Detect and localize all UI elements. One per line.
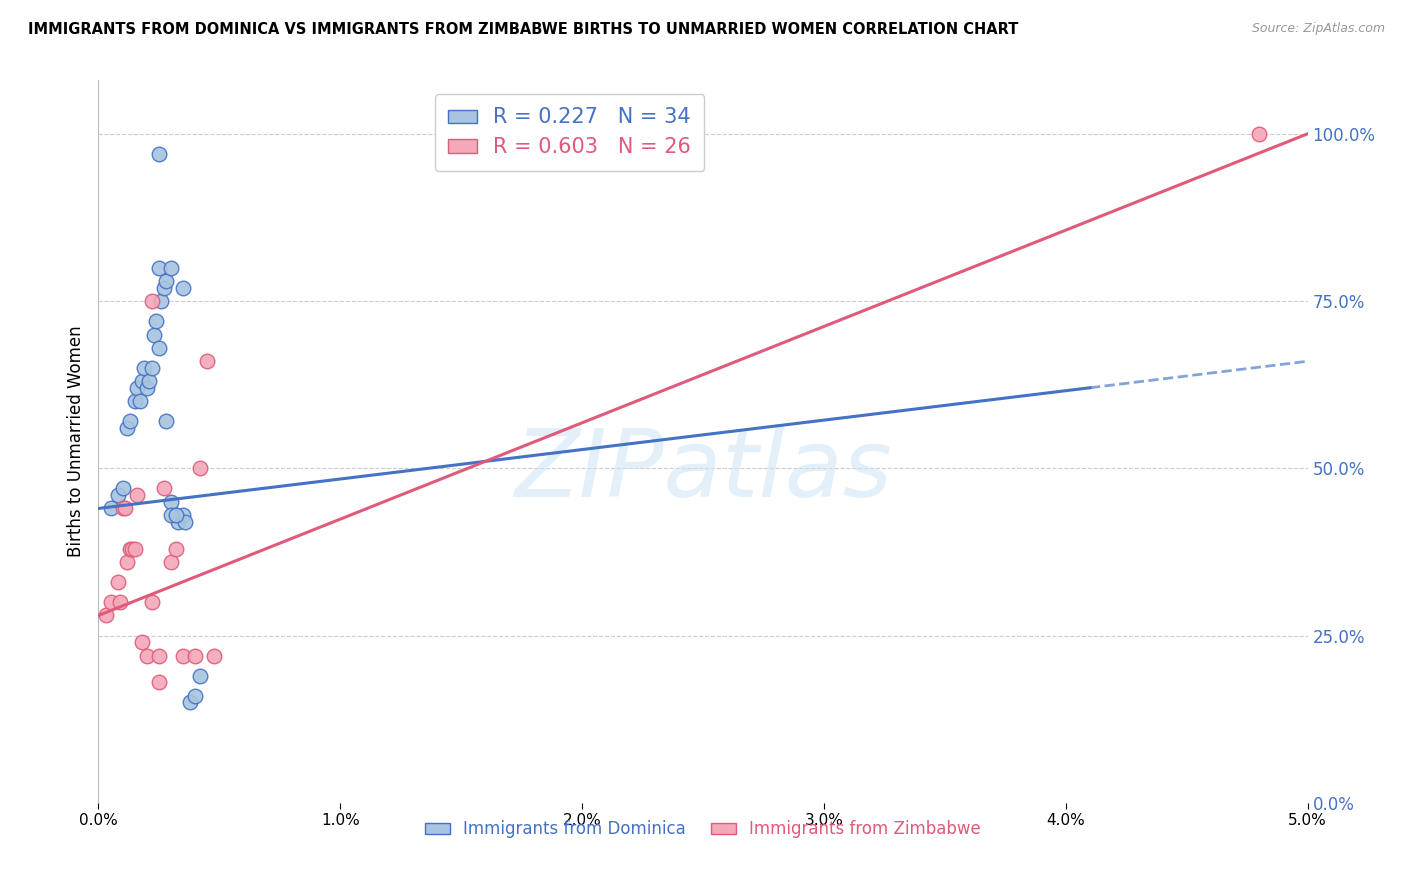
Point [152,482,174,496]
Point [165,508,187,523]
Text: IMMIGRANTS FROM DOMINICA VS IMMIGRANTS FROM ZIMBABWE BIRTHS TO UNMARRIED WOMEN C: IMMIGRANTS FROM DOMINICA VS IMMIGRANTS F… [28,22,1018,37]
Point [135,648,157,663]
Text: ZIPatlas: ZIPatlas [515,425,891,516]
Point [148,648,170,663]
Point [148,147,170,161]
Point [195,354,218,368]
Point [100,595,122,609]
Point [94,608,117,623]
Point [118,414,141,429]
Point [184,648,207,663]
Point [179,696,201,710]
Point [135,381,157,395]
Legend: Immigrants from Dominica, Immigrants from Zimbabwe: Immigrants from Dominica, Immigrants fro… [418,814,988,845]
Point [117,421,139,435]
Point [165,508,187,523]
Point [127,488,149,502]
Point [148,675,170,690]
Point [108,595,131,609]
Point [165,541,187,556]
Point [188,669,211,683]
Point [155,414,177,429]
Point [160,508,183,523]
Point [145,314,167,328]
Point [155,274,177,288]
Point [111,482,134,496]
Point [188,461,211,475]
Point [184,689,207,703]
Point [148,260,170,275]
Point [128,394,150,409]
Point [141,294,163,309]
Point [138,375,160,389]
Point [172,281,194,295]
Point [172,648,194,663]
Point [1249,127,1271,141]
Text: Source: ZipAtlas.com: Source: ZipAtlas.com [1251,22,1385,36]
Point [134,361,156,376]
Point [127,381,149,395]
Point [111,501,134,516]
Point [148,341,170,355]
Y-axis label: Births to Unmarried Women: Births to Unmarried Women [66,326,84,558]
Point [204,648,226,663]
Point [160,555,183,569]
Point [124,394,146,409]
Point [143,327,166,342]
Point [160,260,183,275]
Point [131,375,153,389]
Point [172,508,194,523]
Point [152,281,174,295]
Point [141,595,163,609]
Point [107,575,129,590]
Point [174,515,197,529]
Point [141,361,163,376]
Point [167,515,190,529]
Point [160,494,183,508]
Point [118,541,141,556]
Point [131,635,153,649]
Point [107,488,129,502]
Point [150,294,173,309]
Point [121,541,143,556]
Point [117,555,139,569]
Point [114,501,136,516]
Point [124,541,146,556]
Point [100,501,122,516]
